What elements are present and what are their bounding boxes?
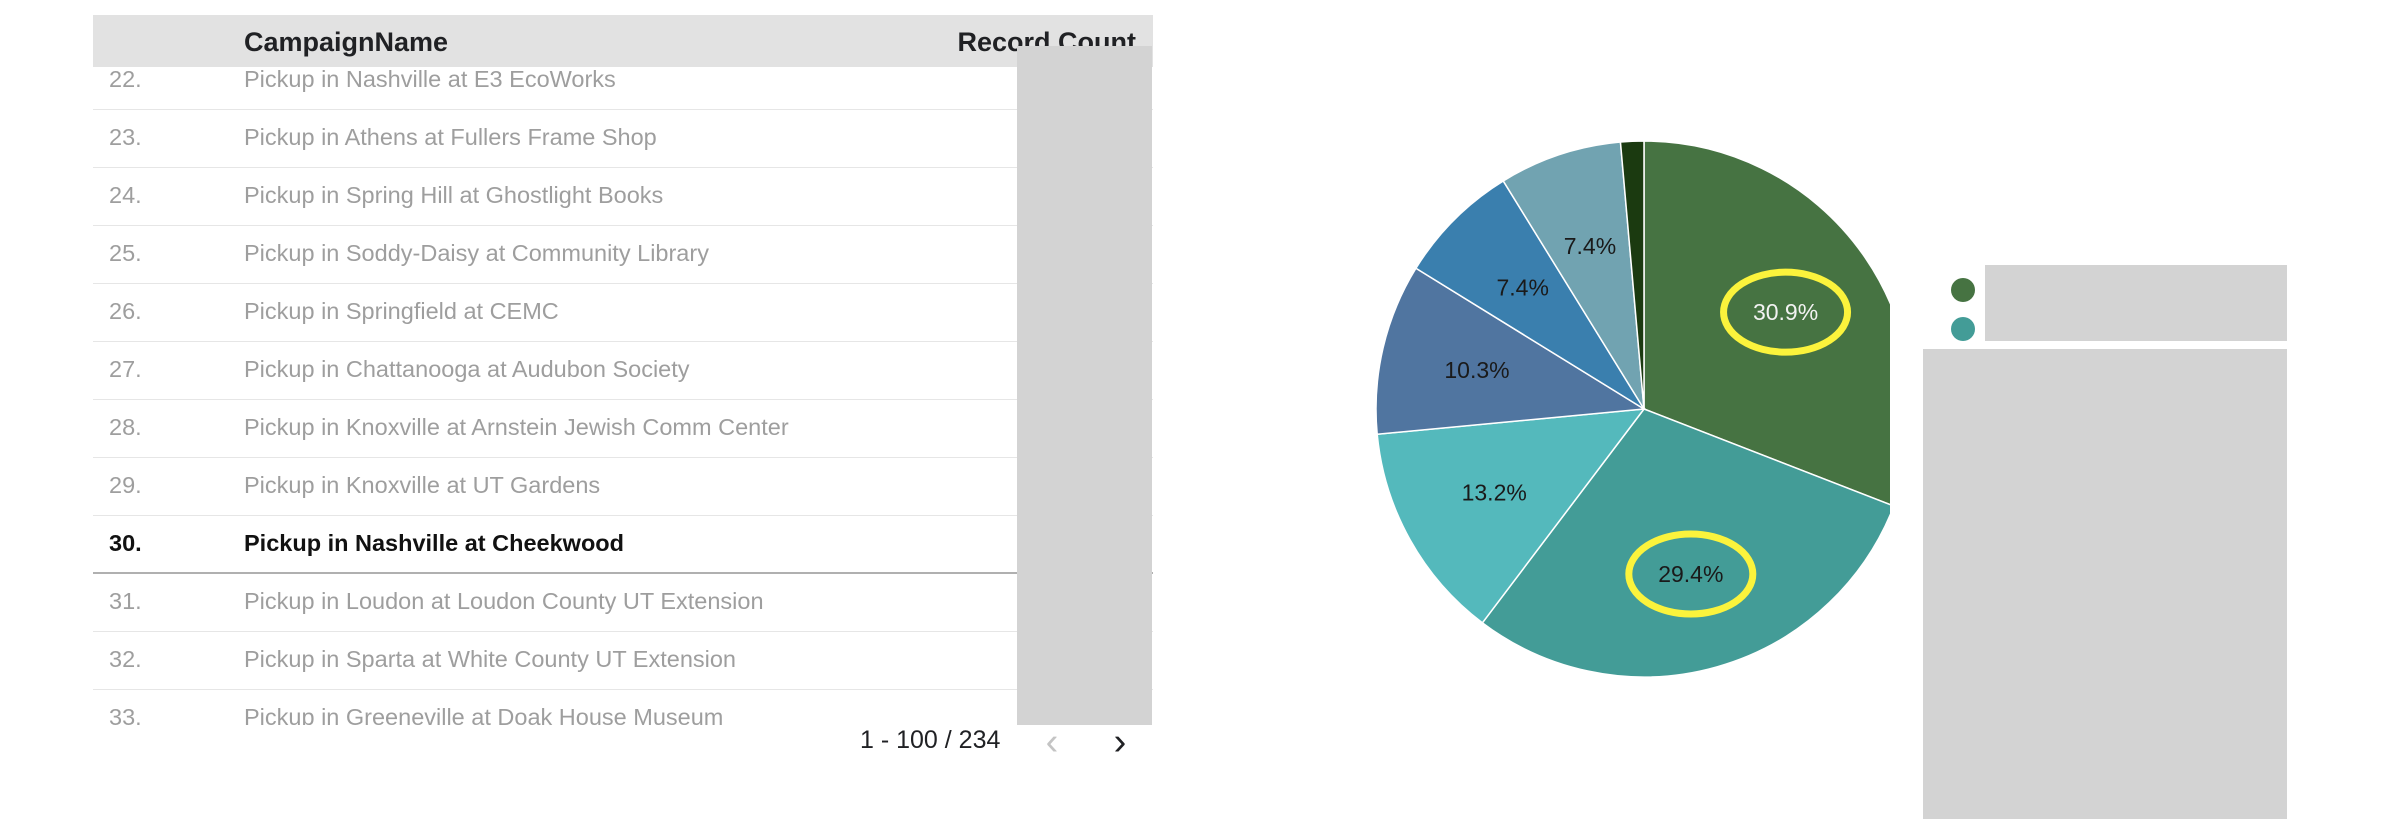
column-header-campaign-name[interactable]: CampaignName [244,27,449,57]
pie-slice-label: 30.9% [1753,299,1818,325]
table-header: CampaignName Record Count [93,15,1153,67]
pie-slice[interactable] [1414,179,1645,410]
table-row[interactable]: 24. Pickup in Spring Hill at Ghostlight B… [93,168,1153,226]
pie-slice-label: 7.4% [1564,233,1616,259]
row-campaign-name: Pickup in Nashville at E3 EcoWorks [244,66,616,92]
pie-slice[interactable] [1502,141,1645,410]
row-campaign-name: Pickup in Springfield at CEMC [244,298,559,324]
table-row[interactable]: 25. Pickup in Soddy-Daisy at Community Li… [93,226,1153,284]
row-campaign-name: Pickup in Greeneville at Doak House Muse… [244,704,724,725]
row-number: 23. [109,124,142,150]
row-number: 25. [109,240,142,266]
prev-page-button[interactable]: ‹ [1032,722,1072,762]
pie-slice[interactable] [1481,408,1890,678]
pie-slice[interactable] [1375,267,1647,436]
row-campaign-name: Pickup in Soddy-Daisy at Community Libra… [244,240,709,266]
table-row[interactable]: 31. Pickup in Loudon at Loudon County UT … [93,574,1153,632]
row-number: 26. [109,298,142,324]
table-row[interactable]: 22. Pickup in Nashville at E3 EcoWorks [93,52,1153,110]
campaign-table: CampaignName Record Count 22. Pickup in N… [93,15,1153,725]
row-campaign-name: Pickup in Nashville at Cheekwood [244,530,625,556]
table-row[interactable]: 30. Pickup in Nashville at Cheekwood [93,516,1153,574]
row-number: 30. [109,530,142,556]
redacted-legend-label [1985,265,2287,341]
table-row[interactable]: 27. Pickup in Chattanooga at Audubon Soci… [93,342,1153,400]
legend-color-dot [1951,317,1975,341]
row-campaign-name: Pickup in Spring Hill at Ghostlight Book… [244,182,664,208]
table-row[interactable]: 28. Pickup in Knoxville at Arnstein Jewis… [93,400,1153,458]
row-number: 22. [109,66,142,92]
row-campaign-name: Pickup in Knoxville at Arnstein Jewish C… [244,414,789,440]
row-number: 24. [109,182,142,208]
pie-chart: 30.9% 29.4% 13.2% 10.3% 7.4% 7.4% [1375,140,1890,678]
redacted-record-count-column [1017,46,1152,725]
pie-slice-label: 29.4% [1658,561,1723,587]
table-body[interactable]: 22. Pickup in Nashville at E3 EcoWorks 23.… [93,15,1153,725]
pie-slice-label: 13.2% [1462,480,1527,506]
row-campaign-name: Pickup in Athens at Fullers Frame Shop [244,124,657,150]
pie-slice[interactable] [1643,140,1890,506]
highlight-circle [1625,530,1757,618]
table-rows: 22. Pickup in Nashville at E3 EcoWorks 23.… [93,52,1153,725]
row-campaign-name: Pickup in Knoxville at UT Gardens [244,472,601,498]
row-number: 29. [109,472,142,498]
row-number: 28. [109,414,142,440]
chevron-right-icon: › [1113,721,1127,763]
row-number: 32. [109,646,142,672]
redacted-legend-area [1923,349,2287,819]
pie-slice[interactable] [1376,408,1646,624]
legend-color-dot [1951,278,1975,302]
row-campaign-name: Pickup in Loudon at Loudon County UT Ext… [244,588,764,614]
chevron-left-icon: ‹ [1045,721,1059,763]
row-campaign-name: Pickup in Chattanooga at Audubon Society [244,356,690,382]
pie-slice-label: 10.3% [1444,357,1509,383]
table-row[interactable]: 26. Pickup in Springfield at CEMC [93,284,1153,342]
highlight-circle [1720,268,1852,356]
row-number: 33. [109,704,142,725]
row-number: 31. [109,588,142,614]
pie-slice[interactable] [1619,140,1645,410]
pie-slice-label: 7.4% [1496,275,1548,301]
table-row[interactable]: 32. Pickup in Sparta at White County UT E… [93,632,1153,690]
table-row[interactable]: 23. Pickup in Athens at Fullers Frame Sho… [93,110,1153,168]
table-row[interactable]: 33. Pickup in Greeneville at Doak House M… [93,690,1153,725]
row-number: 27. [109,356,142,382]
next-page-button[interactable]: › [1100,722,1140,762]
pagination-range: 1 - 100 / 234 [860,726,1001,754]
table-row[interactable]: 29. Pickup in Knoxville at UT Gardens [93,458,1153,516]
row-campaign-name: Pickup in Sparta at White County UT Exte… [244,646,736,672]
